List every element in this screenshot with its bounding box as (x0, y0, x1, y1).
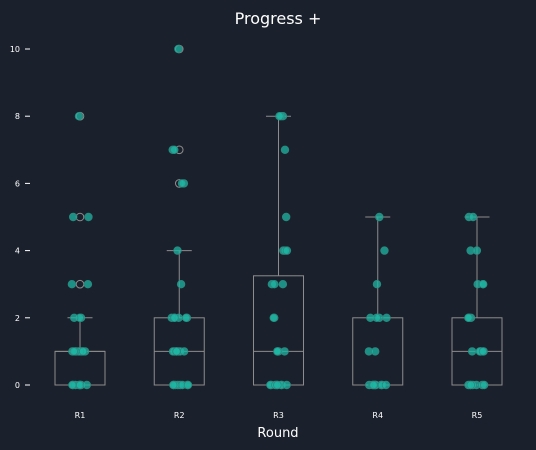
data-point (69, 381, 77, 389)
data-point (367, 314, 375, 322)
data-point (69, 213, 77, 221)
data-point (382, 381, 390, 389)
iqr-box (254, 276, 304, 385)
y-axis: 0 2 4 6 8 10 (10, 45, 30, 390)
data-point (178, 180, 186, 188)
data-point (276, 112, 284, 120)
data-point (465, 314, 473, 322)
y-tick-label: 4 (15, 247, 20, 256)
data-point (467, 381, 475, 389)
y-tick-label: 6 (15, 179, 20, 188)
box-r3 (254, 116, 304, 385)
data-point (83, 381, 91, 389)
data-point (473, 247, 481, 255)
outlier-marker (76, 280, 84, 288)
data-point (282, 213, 290, 221)
data-point (371, 348, 379, 356)
y-tick-label: 2 (15, 314, 20, 323)
y-tick-label: 10 (10, 45, 20, 54)
x-tick-label: R5 (472, 411, 483, 420)
data-point (180, 348, 188, 356)
data-point (381, 247, 389, 255)
data-point (283, 247, 291, 255)
data-point (184, 381, 192, 389)
data-point (175, 45, 183, 53)
data-point (469, 213, 477, 221)
data-point (174, 247, 182, 255)
data-point (270, 314, 278, 322)
data-point (271, 280, 279, 288)
box-r4 (353, 217, 403, 385)
data-point (281, 348, 289, 356)
data-point (274, 381, 282, 389)
data-point (376, 213, 384, 221)
data-point (370, 381, 378, 389)
data-point (274, 348, 282, 356)
iqr-box (55, 351, 105, 385)
data-point (479, 280, 487, 288)
x-axis: R1 R2 R3 R4 R5 (75, 411, 483, 420)
data-point (480, 381, 488, 389)
data-point (68, 280, 76, 288)
data-point (70, 348, 78, 356)
data-point (177, 280, 185, 288)
data-point (84, 280, 92, 288)
data-point (468, 348, 476, 356)
data-point (281, 146, 289, 154)
data-point (283, 381, 291, 389)
data-point (170, 146, 178, 154)
box-r2 (154, 45, 204, 385)
data-point (373, 280, 381, 288)
data-point (171, 314, 179, 322)
data-point (182, 314, 190, 322)
x-tick-label: R2 (174, 411, 185, 420)
y-tick-label: 8 (15, 112, 20, 121)
data-point (70, 314, 78, 322)
x-tick-label: R1 (75, 411, 86, 420)
data-point (383, 314, 391, 322)
data-point (75, 112, 83, 120)
x-axis-label: Round (257, 426, 298, 441)
y-tick-label: 0 (15, 381, 20, 390)
data-point (85, 213, 93, 221)
x-tick-label: R3 (273, 411, 284, 420)
data-point (479, 348, 487, 356)
box-r1 (55, 112, 105, 385)
box-r5 (452, 217, 502, 385)
data-point (173, 348, 181, 356)
box-plots (55, 45, 502, 385)
chart-title: Progress + (235, 9, 322, 28)
data-point (79, 348, 87, 356)
data-point (170, 381, 178, 389)
x-tick-label: R4 (372, 411, 383, 420)
data-point (279, 280, 287, 288)
